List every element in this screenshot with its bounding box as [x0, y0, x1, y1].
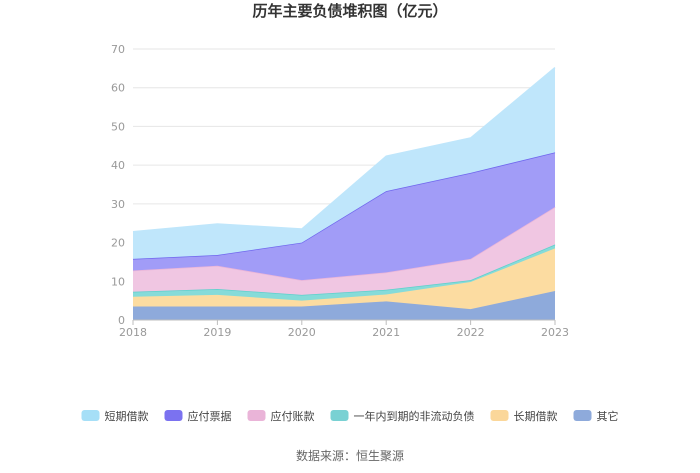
legend-swatch-0 [81, 410, 100, 421]
x-tick-2019: 2019 [203, 326, 231, 339]
area-2 [133, 244, 555, 301]
x-axis-ticks: 2018 2019 2020 2021 2022 2023 [119, 320, 569, 339]
chart-title: 历年主要负债堆积图（亿元） [252, 2, 447, 20]
y-tick-0: 0 [118, 314, 125, 327]
legend-swatch-1 [164, 410, 183, 421]
source-text: 数据来源：恒生聚源 [296, 448, 404, 463]
y-tick-60: 60 [111, 82, 125, 95]
legend-label-3: 一年内到期的非流动负债 [354, 409, 475, 423]
legend-label-4: 长期借款 [514, 409, 558, 423]
y-tick-10: 10 [111, 275, 125, 288]
legend: 短期借款 应付票据 应付账款 一年内到期的非流动负债 长期借款 其它 [81, 409, 619, 423]
x-tick-2020: 2020 [288, 326, 316, 339]
y-tick-20: 20 [111, 237, 125, 250]
legend-swatch-3 [330, 410, 349, 421]
legend-label-5: 其它 [597, 409, 619, 423]
area-series [132, 67, 556, 320]
series-line-5 [132, 67, 556, 233]
area-4 [133, 152, 555, 281]
legend-swatch-4 [490, 410, 509, 421]
x-tick-2023: 2023 [541, 326, 569, 339]
y-tick-40: 40 [111, 159, 125, 172]
area-1 [133, 248, 555, 310]
legend-swatch-2 [247, 410, 266, 421]
x-tick-2018: 2018 [119, 326, 147, 339]
area-5 [133, 67, 555, 259]
x-tick-2022: 2022 [457, 326, 485, 339]
legend-swatch-5 [573, 410, 592, 421]
y-tick-50: 50 [111, 120, 125, 133]
y-tick-70: 70 [111, 43, 125, 56]
legend-label-1: 应付票据 [188, 409, 232, 423]
legend-label-2: 应付账款 [271, 409, 315, 423]
area-0 [133, 290, 555, 320]
y-tick-30: 30 [111, 198, 125, 211]
legend-label-0: 短期借款 [105, 409, 149, 423]
x-tick-2021: 2021 [372, 326, 400, 339]
y-axis-ticks: 0 10 20 30 40 50 60 70 [111, 43, 125, 327]
area-3 [133, 206, 555, 295]
